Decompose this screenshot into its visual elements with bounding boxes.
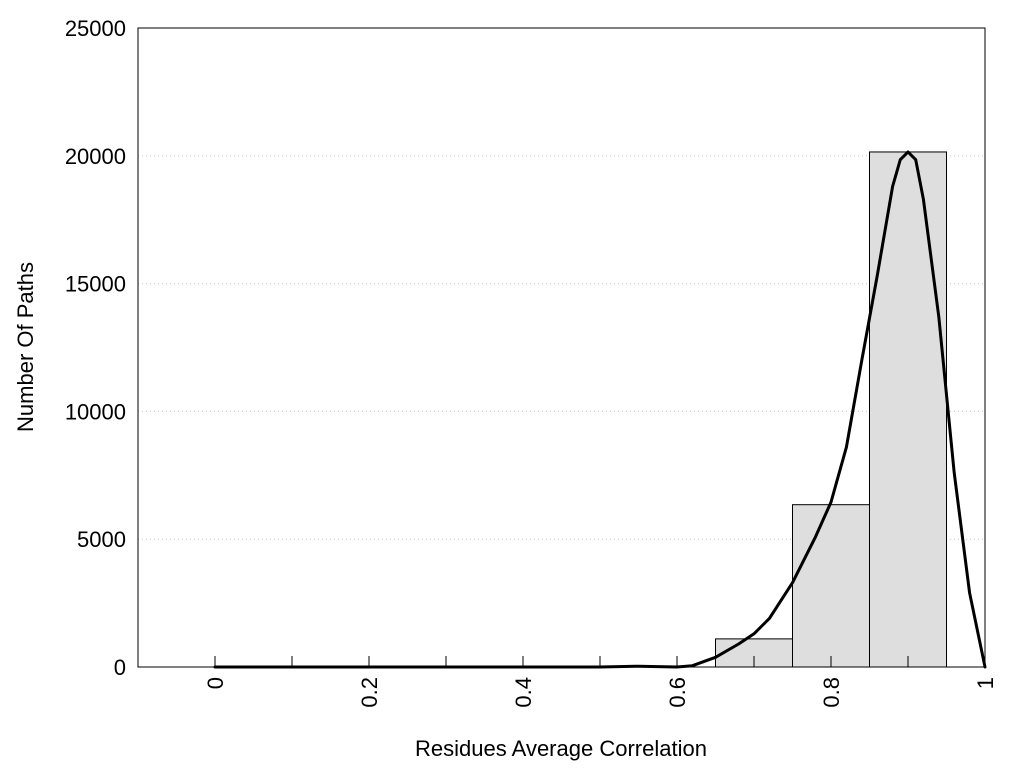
x-axis-ticks: 0 0.2 0.4 0.6 0.8 1 (203, 656, 998, 708)
x-tick-label: 0.4 (511, 677, 536, 708)
x-tick-label: 0.6 (665, 677, 690, 708)
histogram-bars (715, 151, 947, 668)
x-tick-label: 1 (973, 677, 998, 689)
grid-lines (138, 155, 985, 540)
histogram-bar (869, 151, 947, 668)
histogram-bar (792, 504, 870, 668)
y-tick-label: 25000 (65, 16, 126, 41)
y-tick-label: 15000 (65, 272, 126, 297)
x-tick-label: 0.8 (819, 677, 844, 708)
fit-curve-line (213, 150, 987, 669)
plot-frame (137, 27, 986, 668)
fit-curve-layer (213, 150, 987, 669)
x-axis-label: Residues Average Correlation (415, 736, 707, 761)
y-axis-label: Number Of Paths (13, 262, 38, 432)
x-tick-label: 0 (203, 677, 228, 689)
y-tick-label: 10000 (65, 399, 126, 424)
x-tick-label: 0.2 (357, 677, 382, 708)
y-tick-label: 20000 (65, 144, 126, 169)
y-axis-ticks: 0 5000 10000 15000 20000 25000 (65, 16, 126, 680)
y-tick-label: 5000 (77, 527, 126, 552)
y-tick-label: 0 (114, 655, 126, 680)
